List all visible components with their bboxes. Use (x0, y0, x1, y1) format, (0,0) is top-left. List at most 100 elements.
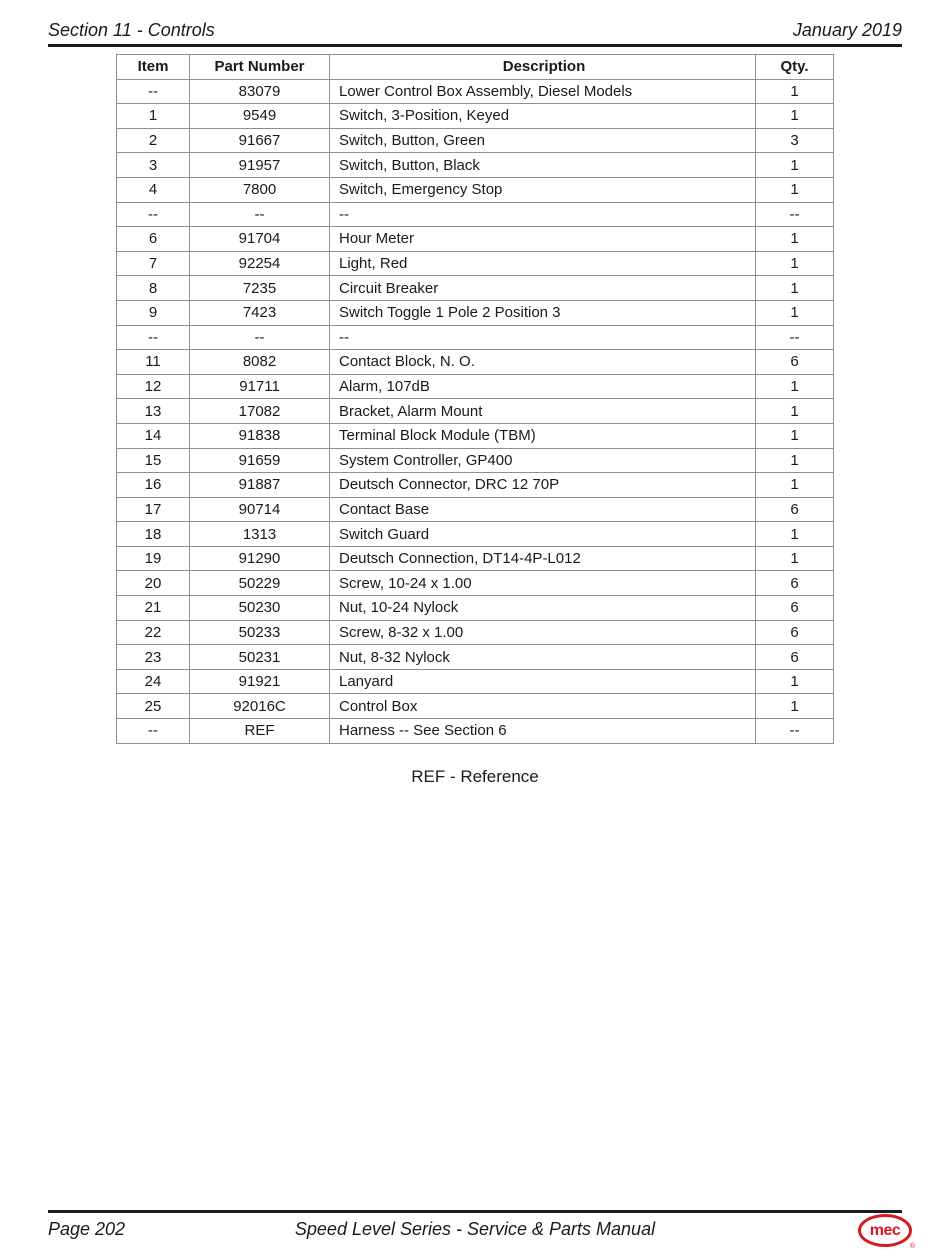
cell-part-number: 91887 (189, 472, 330, 498)
cell-qty: 1 (755, 250, 834, 277)
cell-qty: 1 (755, 373, 834, 400)
table-row: 25 92016C Control Box 1 (116, 693, 834, 720)
cell-description: -- (329, 201, 756, 228)
table-row: 21 50230 Nut, 10-24 Nylock 6 (116, 595, 834, 621)
cell-qty: 6 (755, 496, 834, 523)
cell-qty: 6 (755, 619, 834, 646)
cell-part-number: 91921 (189, 668, 330, 695)
cell-qty: 1 (755, 422, 834, 449)
cell-description: Deutsch Connector, DRC 12 70P (329, 472, 756, 498)
cell-qty: 1 (755, 398, 834, 424)
page-header: Section 11 - Controls January 2019 (48, 19, 902, 41)
cell-part-number: 50233 (189, 619, 330, 646)
cell-qty: 6 (755, 570, 834, 597)
table-row: 19 91290 Deutsch Connection, DT14-4P-L012 1 (116, 545, 834, 572)
cell-part-number: 50229 (189, 570, 330, 597)
cell-description: Switch, Emergency Stop (329, 176, 756, 203)
cell-part-number: 91704 (189, 226, 330, 252)
cell-item: 22 (116, 619, 190, 646)
table-row: 17 90714 Contact Base 6 (116, 496, 834, 523)
cell-item: -- (116, 78, 190, 105)
table-row: 18 1313 Switch Guard 1 (116, 521, 834, 547)
cell-description: Switch, 3-Position, Keyed (329, 103, 756, 129)
cell-item: 24 (116, 668, 190, 695)
cell-item: 12 (116, 373, 190, 400)
parts-table: Item Part Number Description Qty. -- 8307… (116, 54, 834, 744)
cell-item: 25 (116, 693, 190, 720)
cell-description: Lower Control Box Assembly, Diesel Model… (329, 78, 756, 105)
column-header-qty: Qty. (755, 54, 834, 80)
cell-part-number: 90714 (189, 496, 330, 523)
column-header-item: Item (116, 54, 190, 80)
cell-part-number: 91838 (189, 422, 330, 449)
cell-qty: 1 (755, 152, 834, 178)
cell-part-number: REF (189, 718, 330, 744)
cell-part-number: -- (189, 201, 330, 228)
mec-logo-text: mec (869, 1221, 901, 1239)
table-row: -- 83079 Lower Control Box Assembly, Diese… (116, 78, 834, 105)
footer-page-number: Page 202 (48, 1219, 126, 1239)
cell-qty: 1 (755, 447, 834, 474)
cell-item: 8 (116, 275, 190, 301)
cell-description: Harness -- See Section 6 (329, 718, 756, 744)
cell-description: Terminal Block Module (TBM) (329, 422, 756, 449)
cell-description: Circuit Breaker (329, 275, 756, 301)
cell-qty: 1 (755, 103, 834, 129)
cell-description: Contact Base (329, 496, 756, 523)
mec-logo: mec ® (858, 1214, 915, 1250)
page-footer: Page 202 Speed Level Series - Service & … (0, 1210, 950, 1256)
cell-qty: 1 (755, 472, 834, 498)
ref-note: REF - Reference (411, 766, 539, 786)
cell-item: -- (116, 718, 190, 744)
cell-part-number: 50230 (189, 595, 330, 621)
cell-item: 3 (116, 152, 190, 178)
cell-qty: 1 (755, 226, 834, 252)
cell-qty: 1 (755, 275, 834, 301)
table-body: -- 83079 Lower Control Box Assembly, Diese… (116, 78, 834, 744)
cell-description: Switch, Button, Green (329, 127, 756, 154)
table-row: 3 91957 Switch, Button, Black 1 (116, 152, 834, 178)
cell-description: Switch Toggle 1 Pole 2 Position 3 (329, 299, 756, 326)
cell-qty: 1 (755, 693, 834, 720)
table-row: 8 7235 Circuit Breaker 1 (116, 275, 834, 301)
column-header-part-number: Part Number (189, 54, 330, 80)
cell-qty: -- (755, 201, 834, 228)
cell-part-number: 7423 (189, 299, 330, 326)
table-row: 20 50229 Screw, 10-24 x 1.00 6 (116, 570, 834, 597)
cell-qty: 1 (755, 78, 834, 105)
cell-description: System Controller, GP400 (329, 447, 756, 474)
cell-part-number: 9549 (189, 103, 330, 129)
cell-item: 20 (116, 570, 190, 597)
cell-part-number: 91290 (189, 545, 330, 572)
cell-part-number: 83079 (189, 78, 330, 105)
cell-part-number: 17082 (189, 398, 330, 424)
cell-qty: 1 (755, 521, 834, 547)
cell-description: Light, Red (329, 250, 756, 277)
cell-part-number: 92016C (189, 693, 330, 720)
cell-item: 13 (116, 398, 190, 424)
table-header-row: Item Part Number Description Qty. (116, 54, 834, 80)
cell-qty: 1 (755, 545, 834, 572)
cell-qty: 1 (755, 176, 834, 203)
cell-description: Hour Meter (329, 226, 756, 252)
cell-part-number: 91667 (189, 127, 330, 154)
cell-qty: 3 (755, 127, 834, 154)
cell-part-number: 92254 (189, 250, 330, 277)
cell-part-number: 7235 (189, 275, 330, 301)
cell-item: 1 (116, 103, 190, 129)
cell-description: Switch Guard (329, 521, 756, 547)
cell-description: Screw, 10-24 x 1.00 (329, 570, 756, 597)
cell-item: 16 (116, 472, 190, 498)
cell-description: Contact Block, N. O. (329, 349, 756, 375)
cell-part-number: -- (189, 324, 330, 351)
table-row: -- -- -- -- (116, 324, 834, 351)
cell-qty: 6 (755, 595, 834, 621)
cell-qty: 6 (755, 644, 834, 670)
cell-description: Deutsch Connection, DT14-4P-L012 (329, 545, 756, 572)
cell-item: 18 (116, 521, 190, 547)
cell-qty: 1 (755, 299, 834, 326)
table-row: 16 91887 Deutsch Connector, DRC 12 70P 1 (116, 472, 834, 498)
cell-part-number: 91659 (189, 447, 330, 474)
table-row: -- REF Harness -- See Section 6 -- (116, 718, 834, 744)
